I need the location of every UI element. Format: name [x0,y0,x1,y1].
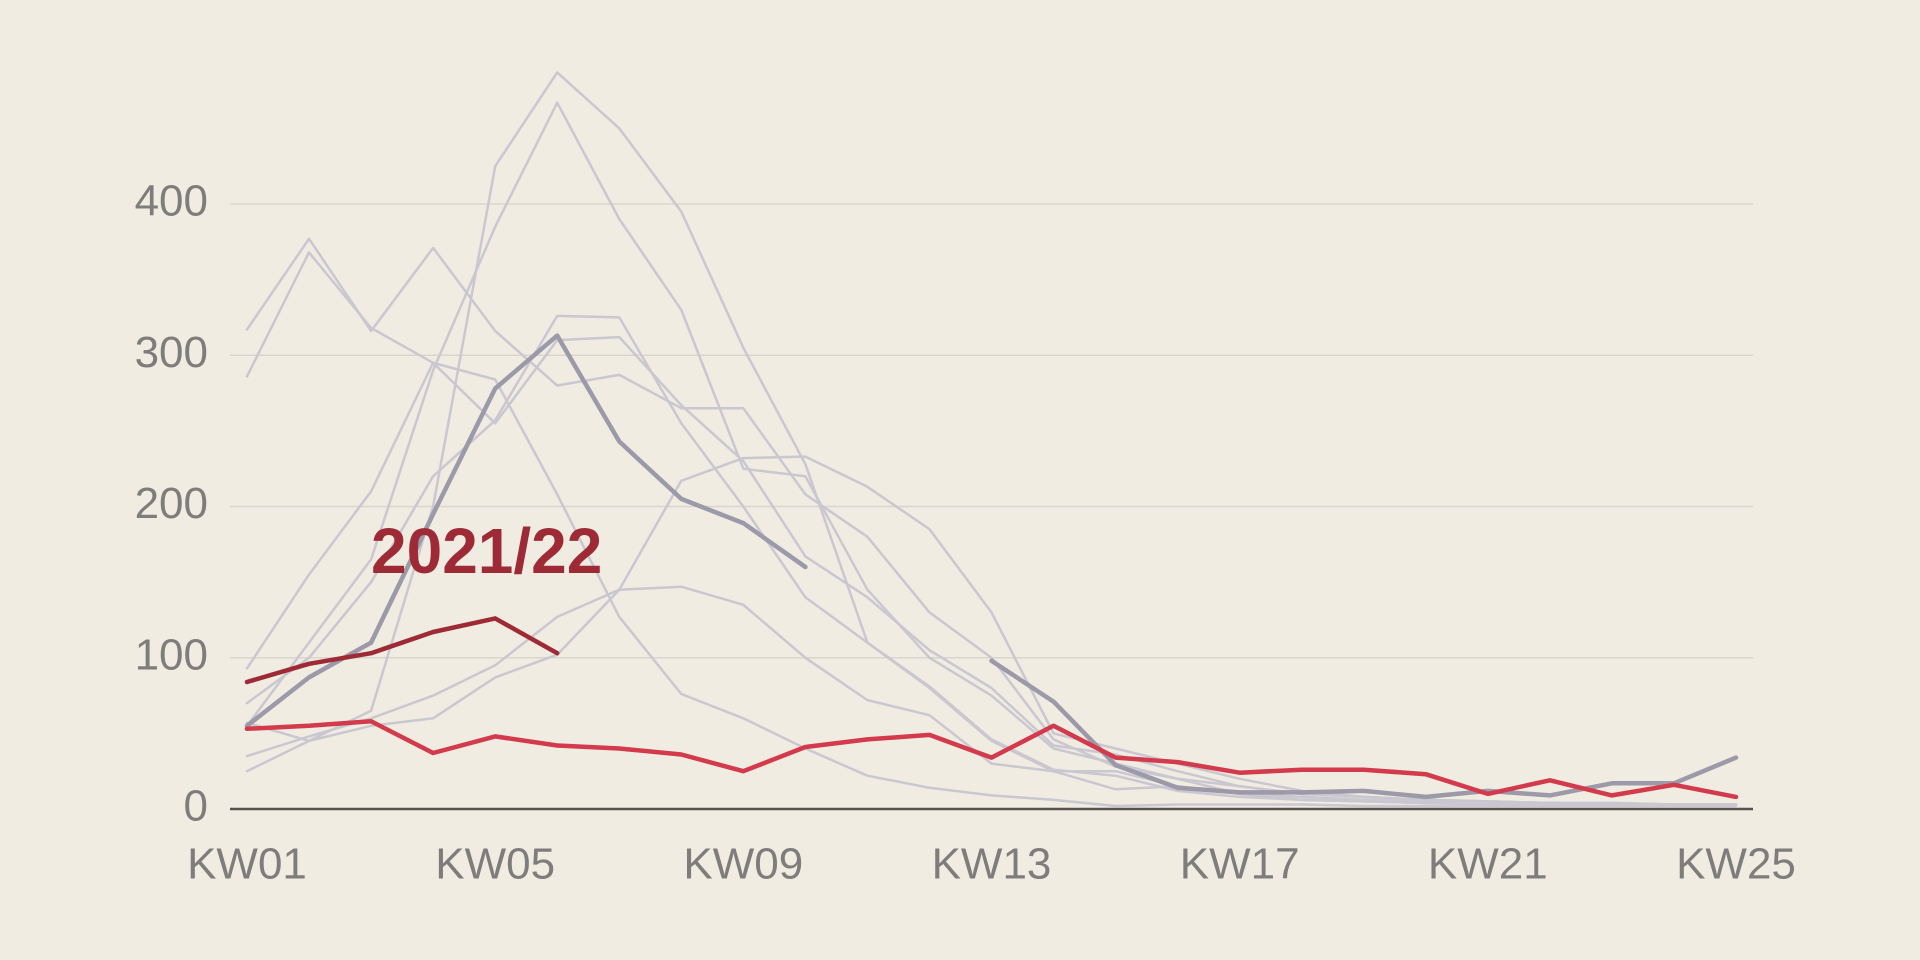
x-tick-label: KW05 [435,840,555,889]
series-line [245,251,1738,808]
y-tick-label: 100 [135,630,208,679]
y-tick-label: 400 [135,177,208,226]
x-tick-label: KW21 [1428,840,1548,889]
x-tick-label: KW25 [1676,840,1796,889]
x-tick-label: KW13 [932,840,1052,889]
series-line [244,719,1739,800]
x-tick-label: KW09 [683,840,803,889]
y-tick-label: 300 [135,328,208,377]
series-line [244,616,560,685]
series-line [245,455,1738,806]
y-tick-label: 0 [184,782,208,831]
y-tick-label: 200 [135,479,208,528]
annotation: 2021/22 [371,515,602,587]
series-line [245,585,1738,806]
x-tick-label: KW01 [187,840,307,889]
x-tick-label: KW17 [1180,840,1300,889]
